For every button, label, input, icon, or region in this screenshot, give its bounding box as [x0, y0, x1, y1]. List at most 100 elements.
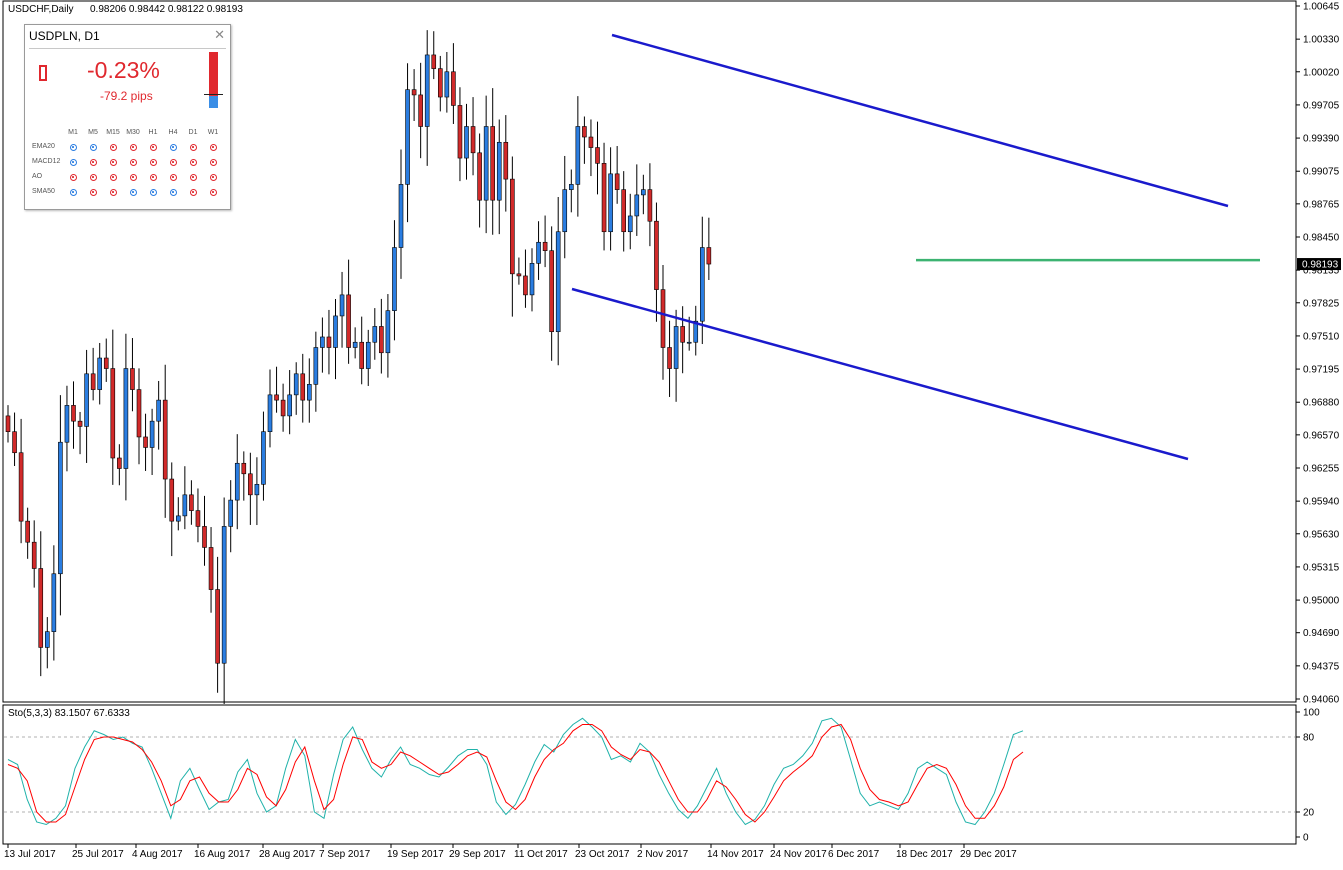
candle-body: [647, 189, 653, 222]
sell-signal-icon: [110, 174, 117, 181]
price-tick-label: 0.97825: [1303, 298, 1340, 309]
osc-tick-label: 0: [1303, 833, 1309, 844]
candle-body: [300, 373, 306, 401]
candle-body: [634, 194, 640, 217]
candle-body: [444, 71, 450, 98]
candle-body: [64, 405, 70, 443]
candle-body: [536, 241, 541, 264]
candle-body: [117, 457, 122, 469]
strength-bar-buy: [209, 96, 218, 108]
candle-body: [699, 247, 705, 322]
candle-body: [97, 357, 102, 390]
candle-body: [261, 431, 266, 485]
timeframe-label: M30: [126, 129, 140, 136]
candle-body: [431, 54, 437, 69]
candle-body: [136, 389, 142, 438]
indicator-label: SMA50: [32, 188, 55, 195]
candle-body: [542, 241, 548, 251]
buy-signal-icon: [70, 144, 77, 151]
sell-signal-icon: [210, 189, 217, 196]
stochastic-signal-line: [7, 723, 1024, 823]
candle-body: [228, 499, 233, 527]
candle-body: [673, 326, 679, 369]
date-tick-label: 11 Oct 2017: [514, 849, 568, 860]
candle-body: [418, 94, 423, 127]
sell-signal-icon: [110, 159, 117, 166]
date-tick-label: 7 Sep 2017: [319, 849, 371, 860]
candle-body: [267, 394, 273, 432]
sell-signal-icon: [170, 174, 177, 181]
symbol-info-widget[interactable]: USDPLN, D1 ✕ -0.23% -79.2 pips M1 M5 M15 M3…: [24, 24, 231, 210]
price-tick-label: 0.97510: [1303, 331, 1340, 342]
price-tick-label: 0.94690: [1303, 628, 1340, 639]
price-tick-label: 0.96255: [1303, 464, 1340, 475]
candle-body: [693, 320, 699, 343]
date-tick-label: 29 Sep 2017: [449, 849, 506, 860]
candle-body: [641, 189, 646, 196]
sell-signal-icon: [130, 144, 137, 151]
price-tick-label: 0.97195: [1303, 365, 1340, 376]
candle-body: [221, 526, 227, 664]
current-price-tag: [1297, 258, 1341, 271]
candle-body: [686, 341, 692, 344]
chart-symbol-label: USDCHF,Daily: [8, 4, 74, 15]
close-icon[interactable]: ✕: [214, 27, 225, 42]
channel-line-upper: [611, 33, 1229, 208]
candle-body: [333, 315, 338, 348]
candle-body: [379, 326, 384, 354]
current-price-label: 0.98193: [1302, 260, 1339, 271]
candle-body: [516, 273, 522, 277]
timeframe-label: H1: [148, 129, 158, 136]
price-tick-label: 0.98135: [1303, 266, 1340, 277]
candle-body: [5, 415, 11, 432]
candle-body: [293, 373, 299, 396]
candle-body: [568, 184, 574, 190]
candle-body: [18, 452, 24, 522]
candle-body: [208, 547, 214, 590]
sell-signal-icon: [190, 159, 197, 166]
buy-signal-icon: [150, 189, 157, 196]
candle-body: [523, 275, 528, 296]
timeframe-label: M1: [68, 129, 78, 136]
buy-signal-icon: [70, 189, 77, 196]
date-tick-label: 2 Nov 2017: [637, 849, 689, 860]
sell-signal-icon: [190, 189, 197, 196]
buy-signal-icon: [170, 189, 177, 196]
candle-body: [234, 462, 240, 501]
indicator-label: EMA20: [32, 143, 55, 150]
candle-body: [372, 326, 378, 343]
candle-body: [31, 541, 37, 569]
candle-body: [195, 510, 201, 527]
candle-body: [306, 384, 312, 401]
date-tick-label: 6 Dec 2017: [828, 849, 880, 860]
candle-body: [130, 368, 135, 390]
price-tick-label: 0.99705: [1303, 100, 1340, 111]
candle-body: [496, 141, 502, 201]
candle-body: [437, 68, 443, 98]
candle-body: [346, 294, 351, 348]
candle-body: [156, 399, 161, 422]
candle-body: [12, 431, 17, 454]
ohlc-values: 0.98206 0.98442 0.98122 0.98193: [90, 4, 243, 15]
candle-body: [352, 341, 358, 348]
osc-tick-label: 100: [1303, 708, 1320, 719]
candle-body: [464, 126, 469, 159]
candle-body: [706, 247, 712, 265]
price-tick-label: 0.95315: [1303, 562, 1340, 573]
buy-signal-icon: [170, 144, 177, 151]
candle-body: [405, 89, 410, 185]
price-tick-label: 0.94375: [1303, 661, 1340, 672]
buy-signal-icon: [70, 159, 77, 166]
candle-body: [169, 478, 175, 522]
price-tick-label: 0.98765: [1303, 199, 1340, 210]
candle-body: [103, 357, 109, 369]
timeframe-label: D1: [188, 129, 198, 136]
widget-divider: [29, 48, 226, 49]
price-tick-label: 1.00020: [1303, 67, 1340, 78]
candle-body: [51, 573, 57, 632]
date-tick-label: 23 Oct 2017: [575, 849, 630, 860]
date-tick-label: 13 Jul 2017: [4, 849, 56, 860]
sell-signal-icon: [150, 144, 157, 151]
stochastic-oscillator: 100 80 20 0: [4, 708, 1320, 844]
candle-body: [143, 436, 148, 448]
